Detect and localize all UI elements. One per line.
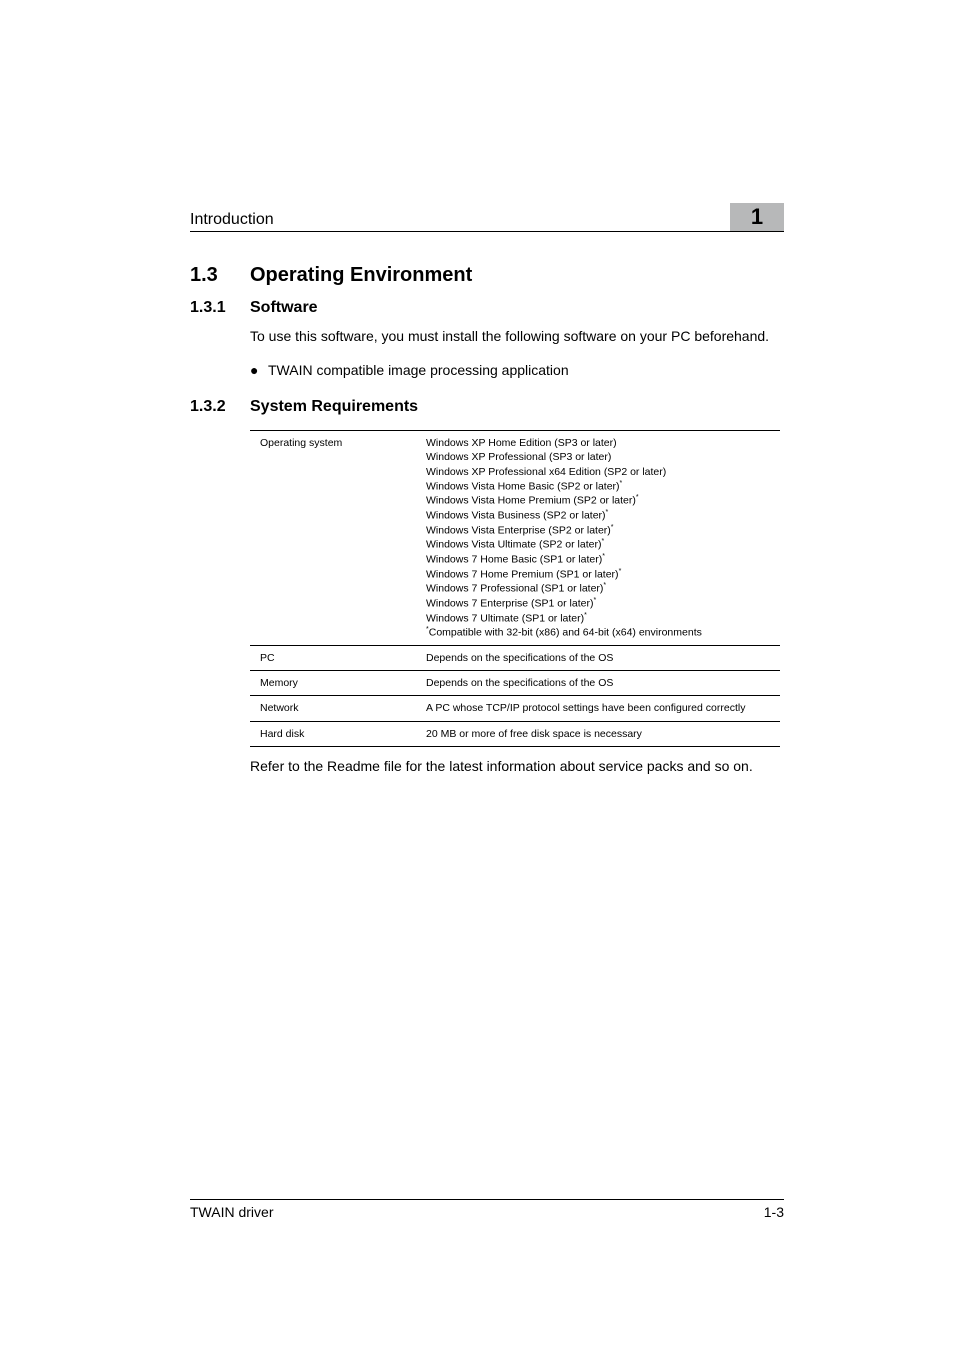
runhead-title: Introduction <box>190 211 274 229</box>
table-row: MemoryDepends on the specifications of t… <box>250 671 780 696</box>
paragraph: Refer to the Readme file for the latest … <box>250 757 784 777</box>
subsection-title: Software <box>250 299 318 317</box>
bullet-icon: ● <box>250 361 268 381</box>
table-value: Windows XP Home Edition (SP3 or later)Wi… <box>416 431 780 646</box>
body-block: To use this software, you must install t… <box>250 327 784 380</box>
running-header: Introduction 1 <box>190 200 784 232</box>
table-row: Hard disk20 MB or more of free disk spac… <box>250 721 780 746</box>
subsection-heading: 1.3.1 Software <box>190 299 784 317</box>
subsection-title: System Requirements <box>250 398 418 416</box>
subsection-number: 1.3.2 <box>190 398 250 416</box>
table-value: Depends on the specifications of the OS <box>416 646 780 671</box>
table-body: Operating systemWindows XP Home Edition … <box>250 431 780 747</box>
footer-right: 1-3 <box>764 1204 784 1220</box>
body-block: Refer to the Readme file for the latest … <box>250 757 784 777</box>
subsection-heading: 1.3.2 System Requirements <box>190 398 784 416</box>
table-key: Memory <box>250 671 416 696</box>
bullet-item: ● TWAIN compatible image processing appl… <box>250 361 784 381</box>
table-value: A PC whose TCP/IP protocol settings have… <box>416 696 780 721</box>
table-key: Network <box>250 696 416 721</box>
section-title: Operating Environment <box>250 264 472 287</box>
subsection-number: 1.3.1 <box>190 299 250 317</box>
chapter-tab: 1 <box>730 203 784 232</box>
table-row: NetworkA PC whose TCP/IP protocol settin… <box>250 696 780 721</box>
page: Introduction 1 1.3 Operating Environment… <box>0 0 954 1350</box>
footer-left: TWAIN driver <box>190 1204 273 1220</box>
table-key: PC <box>250 646 416 671</box>
section-number: 1.3 <box>190 264 250 287</box>
section-heading: 1.3 Operating Environment <box>190 264 784 287</box>
table-value: Depends on the specifications of the OS <box>416 671 780 696</box>
table-row: PCDepends on the specifications of the O… <box>250 646 780 671</box>
table-key: Hard disk <box>250 721 416 746</box>
paragraph: To use this software, you must install t… <box>250 327 784 347</box>
table-key: Operating system <box>250 431 416 646</box>
table-value: 20 MB or more of free disk space is nece… <box>416 721 780 746</box>
bullet-text: TWAIN compatible image processing applic… <box>268 361 569 381</box>
requirements-table: Operating systemWindows XP Home Edition … <box>250 430 780 747</box>
page-footer: TWAIN driver 1-3 <box>190 1199 784 1220</box>
table-row: Operating systemWindows XP Home Edition … <box>250 431 780 646</box>
